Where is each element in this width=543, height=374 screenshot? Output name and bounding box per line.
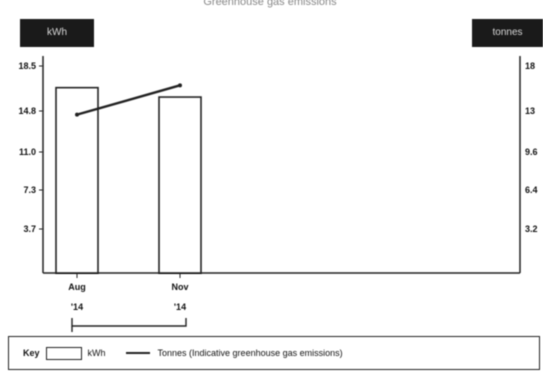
x-tick-year: '14 bbox=[71, 302, 83, 312]
line-series bbox=[76, 84, 181, 116]
right-tick-label: 13 bbox=[525, 106, 535, 116]
left-axis-title: kWh bbox=[20, 19, 94, 47]
left-tick-label: 18.5 bbox=[18, 61, 36, 71]
chart-title: Greenhouse gas emissions bbox=[203, 0, 337, 8]
legend-bar-swatch bbox=[45, 346, 82, 360]
legend-bar-label: kWh bbox=[87, 348, 106, 358]
right-tick-label: 6.4 bbox=[525, 185, 538, 195]
line-point bbox=[178, 83, 182, 88]
left-tick-label: 11.0 bbox=[19, 147, 36, 157]
legend-line-swatch bbox=[125, 352, 150, 354]
bar bbox=[158, 96, 202, 274]
x-tick-year: '14 bbox=[174, 302, 186, 312]
right-tick-label: 18 bbox=[525, 61, 535, 71]
line-point bbox=[75, 112, 79, 117]
right-tick-label: 9.6 bbox=[525, 147, 538, 157]
right-axis-title: tonnes bbox=[472, 19, 543, 47]
legend-line-label: Tonnes (Indicative greenhouse gas emissi… bbox=[157, 348, 343, 358]
left-tick-label: 3.7 bbox=[23, 224, 36, 234]
left-tick-label: 7.3 bbox=[23, 185, 36, 195]
year-bracket bbox=[71, 318, 187, 327]
left-tick-label: 14.8 bbox=[18, 106, 36, 116]
bar bbox=[55, 86, 99, 274]
x-tick-month: Aug bbox=[68, 282, 86, 292]
legend-key-label: Key bbox=[23, 348, 40, 358]
x-tick-month: Nov bbox=[171, 282, 188, 292]
right-tick-label: 3.2 bbox=[525, 224, 538, 234]
legend: Key kWh Tonnes (Indicative greenhouse ga… bbox=[8, 336, 540, 370]
